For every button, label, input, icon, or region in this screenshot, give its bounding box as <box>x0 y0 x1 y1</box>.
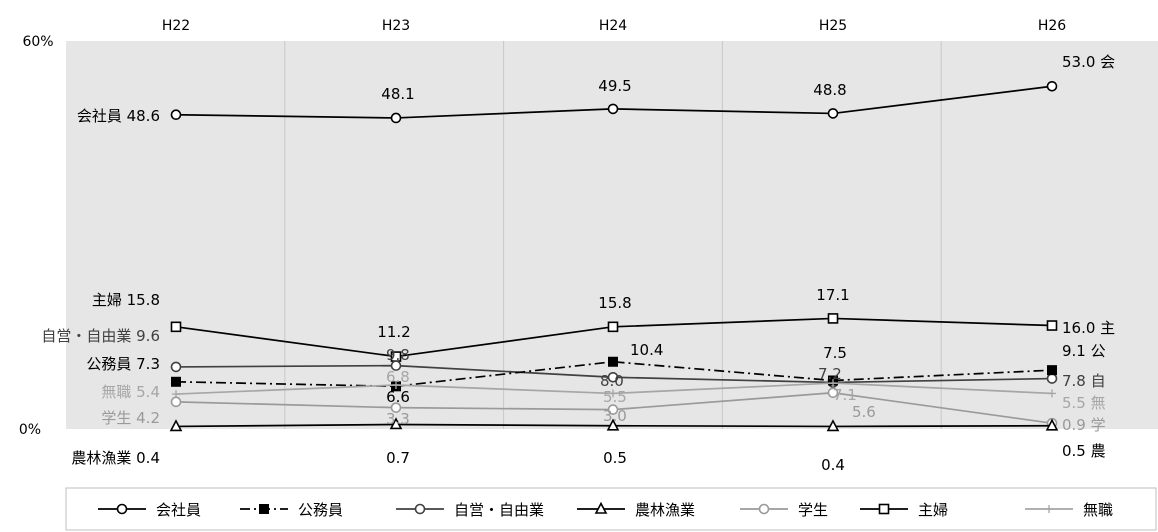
data-label: 0.5 農 <box>1062 442 1106 460</box>
data-label: 公務員 7.3 <box>86 355 160 373</box>
data-point-marker <box>607 371 619 383</box>
data-label: 会社員 48.6 <box>77 107 160 125</box>
data-label: 7.5 <box>823 344 847 362</box>
data-point-marker <box>1045 418 1059 431</box>
data-point-marker <box>390 112 402 124</box>
data-point-marker <box>829 379 837 388</box>
data-label: 学生 4.2 <box>101 409 160 427</box>
data-label: 0.7 <box>386 449 410 467</box>
data-label: 17.1 <box>816 286 849 304</box>
data-point-marker <box>1046 373 1058 384</box>
data-label: 5.6 <box>852 403 876 421</box>
data-label: 15.8 <box>598 294 631 312</box>
data-label: 5.5 <box>603 388 627 406</box>
legend-entry-label: 自営・自由業 <box>454 501 544 519</box>
legend-swatch-marker <box>594 501 608 514</box>
data-label: 農林漁業 0.4 <box>71 449 160 467</box>
data-label: 8.0 <box>600 372 624 390</box>
data-label: 0.5 <box>603 449 627 467</box>
legend-entry-label: 会社員 <box>156 501 201 519</box>
data-label: 49.5 <box>598 77 631 95</box>
x-category-label: H25 <box>819 18 847 34</box>
data-point-marker <box>607 404 619 415</box>
data-label: 3.0 <box>603 407 627 425</box>
data-point-marker <box>606 418 620 431</box>
legend-swatch-marker <box>1045 505 1053 513</box>
x-category-label: H23 <box>382 18 410 34</box>
y-tick-label: 60% <box>22 34 53 50</box>
data-point-marker <box>170 396 182 408</box>
data-label: 9.8 <box>386 346 410 364</box>
legend-entry-label: 公務員 <box>298 501 343 519</box>
x-category-label: H22 <box>162 18 190 34</box>
data-point-marker <box>170 361 182 373</box>
legend-swatch-marker <box>116 503 128 515</box>
legend-swatch-marker <box>758 503 770 515</box>
data-point-marker <box>169 419 183 432</box>
data-label: 主婦 15.8 <box>92 291 160 309</box>
data-label: 48.8 <box>813 81 846 99</box>
data-point-marker <box>1048 389 1056 398</box>
data-point-marker <box>1046 80 1058 92</box>
data-point-marker <box>827 313 839 324</box>
data-point-marker <box>390 360 402 371</box>
data-point-marker <box>1046 320 1058 331</box>
data-point-marker <box>827 108 839 119</box>
x-category-label: H24 <box>599 18 627 34</box>
legend-swatch-marker <box>259 504 269 514</box>
data-label: 6.8 <box>386 368 410 386</box>
data-point-marker <box>1047 365 1057 376</box>
data-label: 11.2 <box>377 323 410 341</box>
data-point-marker <box>608 356 618 367</box>
legend-entry-label: 学生 <box>798 501 828 519</box>
data-point-marker <box>392 381 400 390</box>
data-label: 0.9 学 <box>1062 416 1106 434</box>
data-label: 9.1 公 <box>1062 342 1106 360</box>
data-point-marker <box>607 103 619 115</box>
data-label: 6.6 <box>386 388 410 406</box>
data-point-marker <box>390 402 402 413</box>
data-point-marker <box>607 321 619 333</box>
data-label: 7.8 自 <box>1062 372 1106 390</box>
data-point-marker <box>389 417 403 430</box>
data-point-marker <box>170 321 182 333</box>
x-category-label: H26 <box>1038 18 1066 34</box>
data-point-marker <box>170 109 182 121</box>
data-label: 5.5 無 <box>1062 394 1106 412</box>
plot-area <box>66 41 1158 429</box>
data-point-marker <box>171 376 181 387</box>
legend-entry-label: 無職 <box>1083 501 1113 519</box>
legend-entry-label: 主婦 <box>918 501 948 519</box>
legend-entry-label: 農林漁業 <box>635 501 695 519</box>
data-label: 0.4 <box>821 456 845 474</box>
legend-swatch-marker <box>414 503 426 515</box>
data-label: 7.1 <box>833 386 857 404</box>
data-point-marker <box>609 389 617 398</box>
data-label: 無職 5.4 <box>101 383 160 401</box>
data-label: 7.2 <box>818 365 842 383</box>
data-label: 53.0 会 <box>1062 53 1115 71</box>
data-point-marker <box>827 387 839 399</box>
data-label: 自営・自由業 9.6 <box>41 327 160 345</box>
data-label: 3.3 <box>386 410 410 428</box>
data-point-marker <box>826 419 840 432</box>
legend-swatch-marker <box>878 503 890 515</box>
data-label: 16.0 主 <box>1062 319 1115 337</box>
series-line <box>175 360 1053 388</box>
data-label: 10.4 <box>630 341 663 359</box>
data-label: 48.1 <box>381 85 414 103</box>
y-tick-label: 0% <box>19 422 41 438</box>
